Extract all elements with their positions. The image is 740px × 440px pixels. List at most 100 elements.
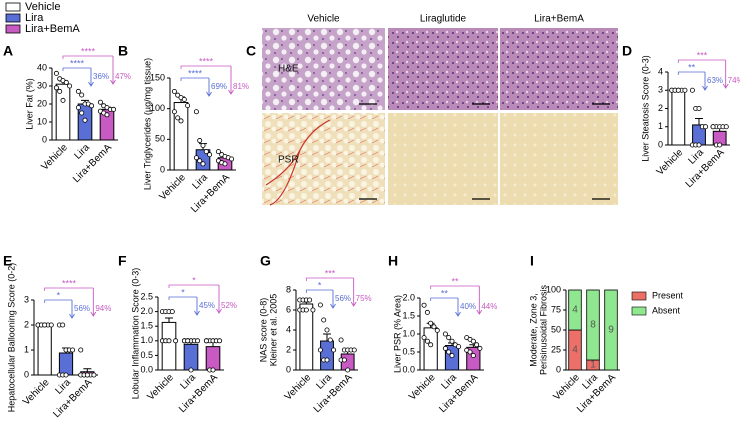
legend-swatch: [5, 13, 21, 23]
data-point: [75, 105, 81, 111]
error-bar: [695, 118, 703, 125]
panel-letter: H: [388, 253, 398, 269]
data-point: [442, 331, 448, 337]
y-tick-label: 0: [42, 134, 47, 144]
data-point: [331, 347, 337, 353]
data-point: [345, 367, 351, 373]
sig-bracket: [677, 59, 726, 63]
sig-label: ***: [325, 268, 336, 278]
y-tick-label: 0: [556, 364, 561, 374]
y-tick-label: 0.0: [402, 364, 415, 374]
y-tick-label: 0.5: [140, 350, 153, 360]
data-point: [222, 161, 228, 167]
legend-swatch: [631, 291, 647, 301]
sig-bracket: [168, 284, 219, 288]
sig-label: ****: [199, 56, 214, 66]
data-point: [79, 92, 85, 98]
data-point: [82, 117, 88, 123]
stack-segment: [604, 289, 618, 371]
data-point: [97, 99, 103, 105]
data-point: [70, 347, 76, 353]
data-point: [207, 152, 213, 158]
legend-label: Present: [652, 290, 684, 300]
data-point: [710, 124, 716, 130]
drop-arrow: [455, 298, 461, 317]
x-tick-label: Lira+BemA: [684, 147, 727, 190]
data-point: [42, 322, 48, 328]
sig-bracket: [305, 289, 333, 293]
y-tick-label: 2.0: [140, 306, 153, 316]
data-point: [341, 357, 347, 363]
count-label: 1: [590, 360, 596, 371]
drop-arrow: [330, 290, 336, 309]
data-point: [434, 327, 440, 333]
count-label: 9: [608, 325, 614, 336]
data-point: [351, 347, 357, 353]
data-point: [195, 338, 201, 344]
data-point: [173, 338, 179, 344]
data-point: [682, 87, 688, 93]
count-label: 4: [572, 345, 578, 356]
error-bar: [165, 317, 173, 323]
row-label: PSR: [278, 155, 299, 166]
y-tick-label: 50: [155, 134, 165, 144]
x-tick-label: Vehicle: [145, 372, 176, 403]
legend-label: Lira: [25, 12, 44, 24]
drop-label: 47%: [115, 72, 131, 81]
y-axis-label: Perisinusoidal Fibrosis: [538, 284, 548, 375]
bar: [37, 324, 52, 376]
x-tick-label: Vehicle: [407, 372, 438, 403]
drop-label: 36%: [93, 72, 109, 81]
data-point: [203, 338, 209, 344]
y-tick-label: 6: [286, 304, 291, 314]
y-tick-label: 50: [551, 324, 561, 334]
data-point: [188, 367, 194, 373]
data-point: [203, 149, 209, 155]
data-point: [421, 302, 427, 308]
bar: [58, 352, 74, 376]
histology-image: [262, 113, 385, 205]
sig-bracket: [430, 297, 458, 301]
sig-bracket: [305, 277, 354, 281]
drop-arrow: [722, 60, 729, 89]
y-tick-label: 4: [658, 66, 663, 76]
data-point: [200, 161, 206, 167]
sig-label: **: [441, 288, 449, 298]
data-point: [53, 85, 59, 91]
column-header: Lira+BemA: [534, 14, 584, 25]
panel-letter: A: [3, 43, 13, 59]
data-point: [193, 109, 199, 115]
y-tick-label: 100: [150, 103, 165, 113]
y-tick-label: 1.5: [140, 321, 153, 331]
histology-image: [500, 28, 618, 110]
data-point: [456, 344, 462, 350]
data-point: [442, 345, 448, 351]
data-point: [89, 103, 95, 109]
data-point: [197, 138, 203, 144]
drop-arrow: [350, 278, 357, 307]
legend-label: Absent: [652, 305, 681, 315]
sig-label: *: [57, 290, 61, 300]
legend-label: Vehicle: [25, 1, 60, 13]
legend-label: Lira+BemA: [25, 23, 80, 35]
data-point: [696, 106, 702, 112]
data-point: [171, 88, 177, 94]
panel-letter: F: [118, 253, 127, 269]
x-tick-label: Lira+BemA: [312, 372, 355, 415]
drop-label: 56%: [74, 304, 90, 313]
data-point: [431, 324, 437, 330]
y-tick-label: 8: [286, 284, 291, 294]
legend-swatch: [5, 2, 21, 12]
data-point: [60, 97, 66, 103]
data-point: [79, 110, 85, 116]
data-point: [210, 367, 216, 373]
bar: [423, 327, 438, 371]
data-point: [477, 345, 483, 351]
drop-label: 40%: [460, 302, 476, 311]
data-point: [303, 307, 309, 313]
drop-arrow: [88, 68, 94, 87]
data-point: [675, 87, 681, 93]
sig-label: ****: [81, 46, 96, 56]
drop-arrow: [69, 300, 75, 319]
y-tick-label: 1: [658, 121, 663, 131]
